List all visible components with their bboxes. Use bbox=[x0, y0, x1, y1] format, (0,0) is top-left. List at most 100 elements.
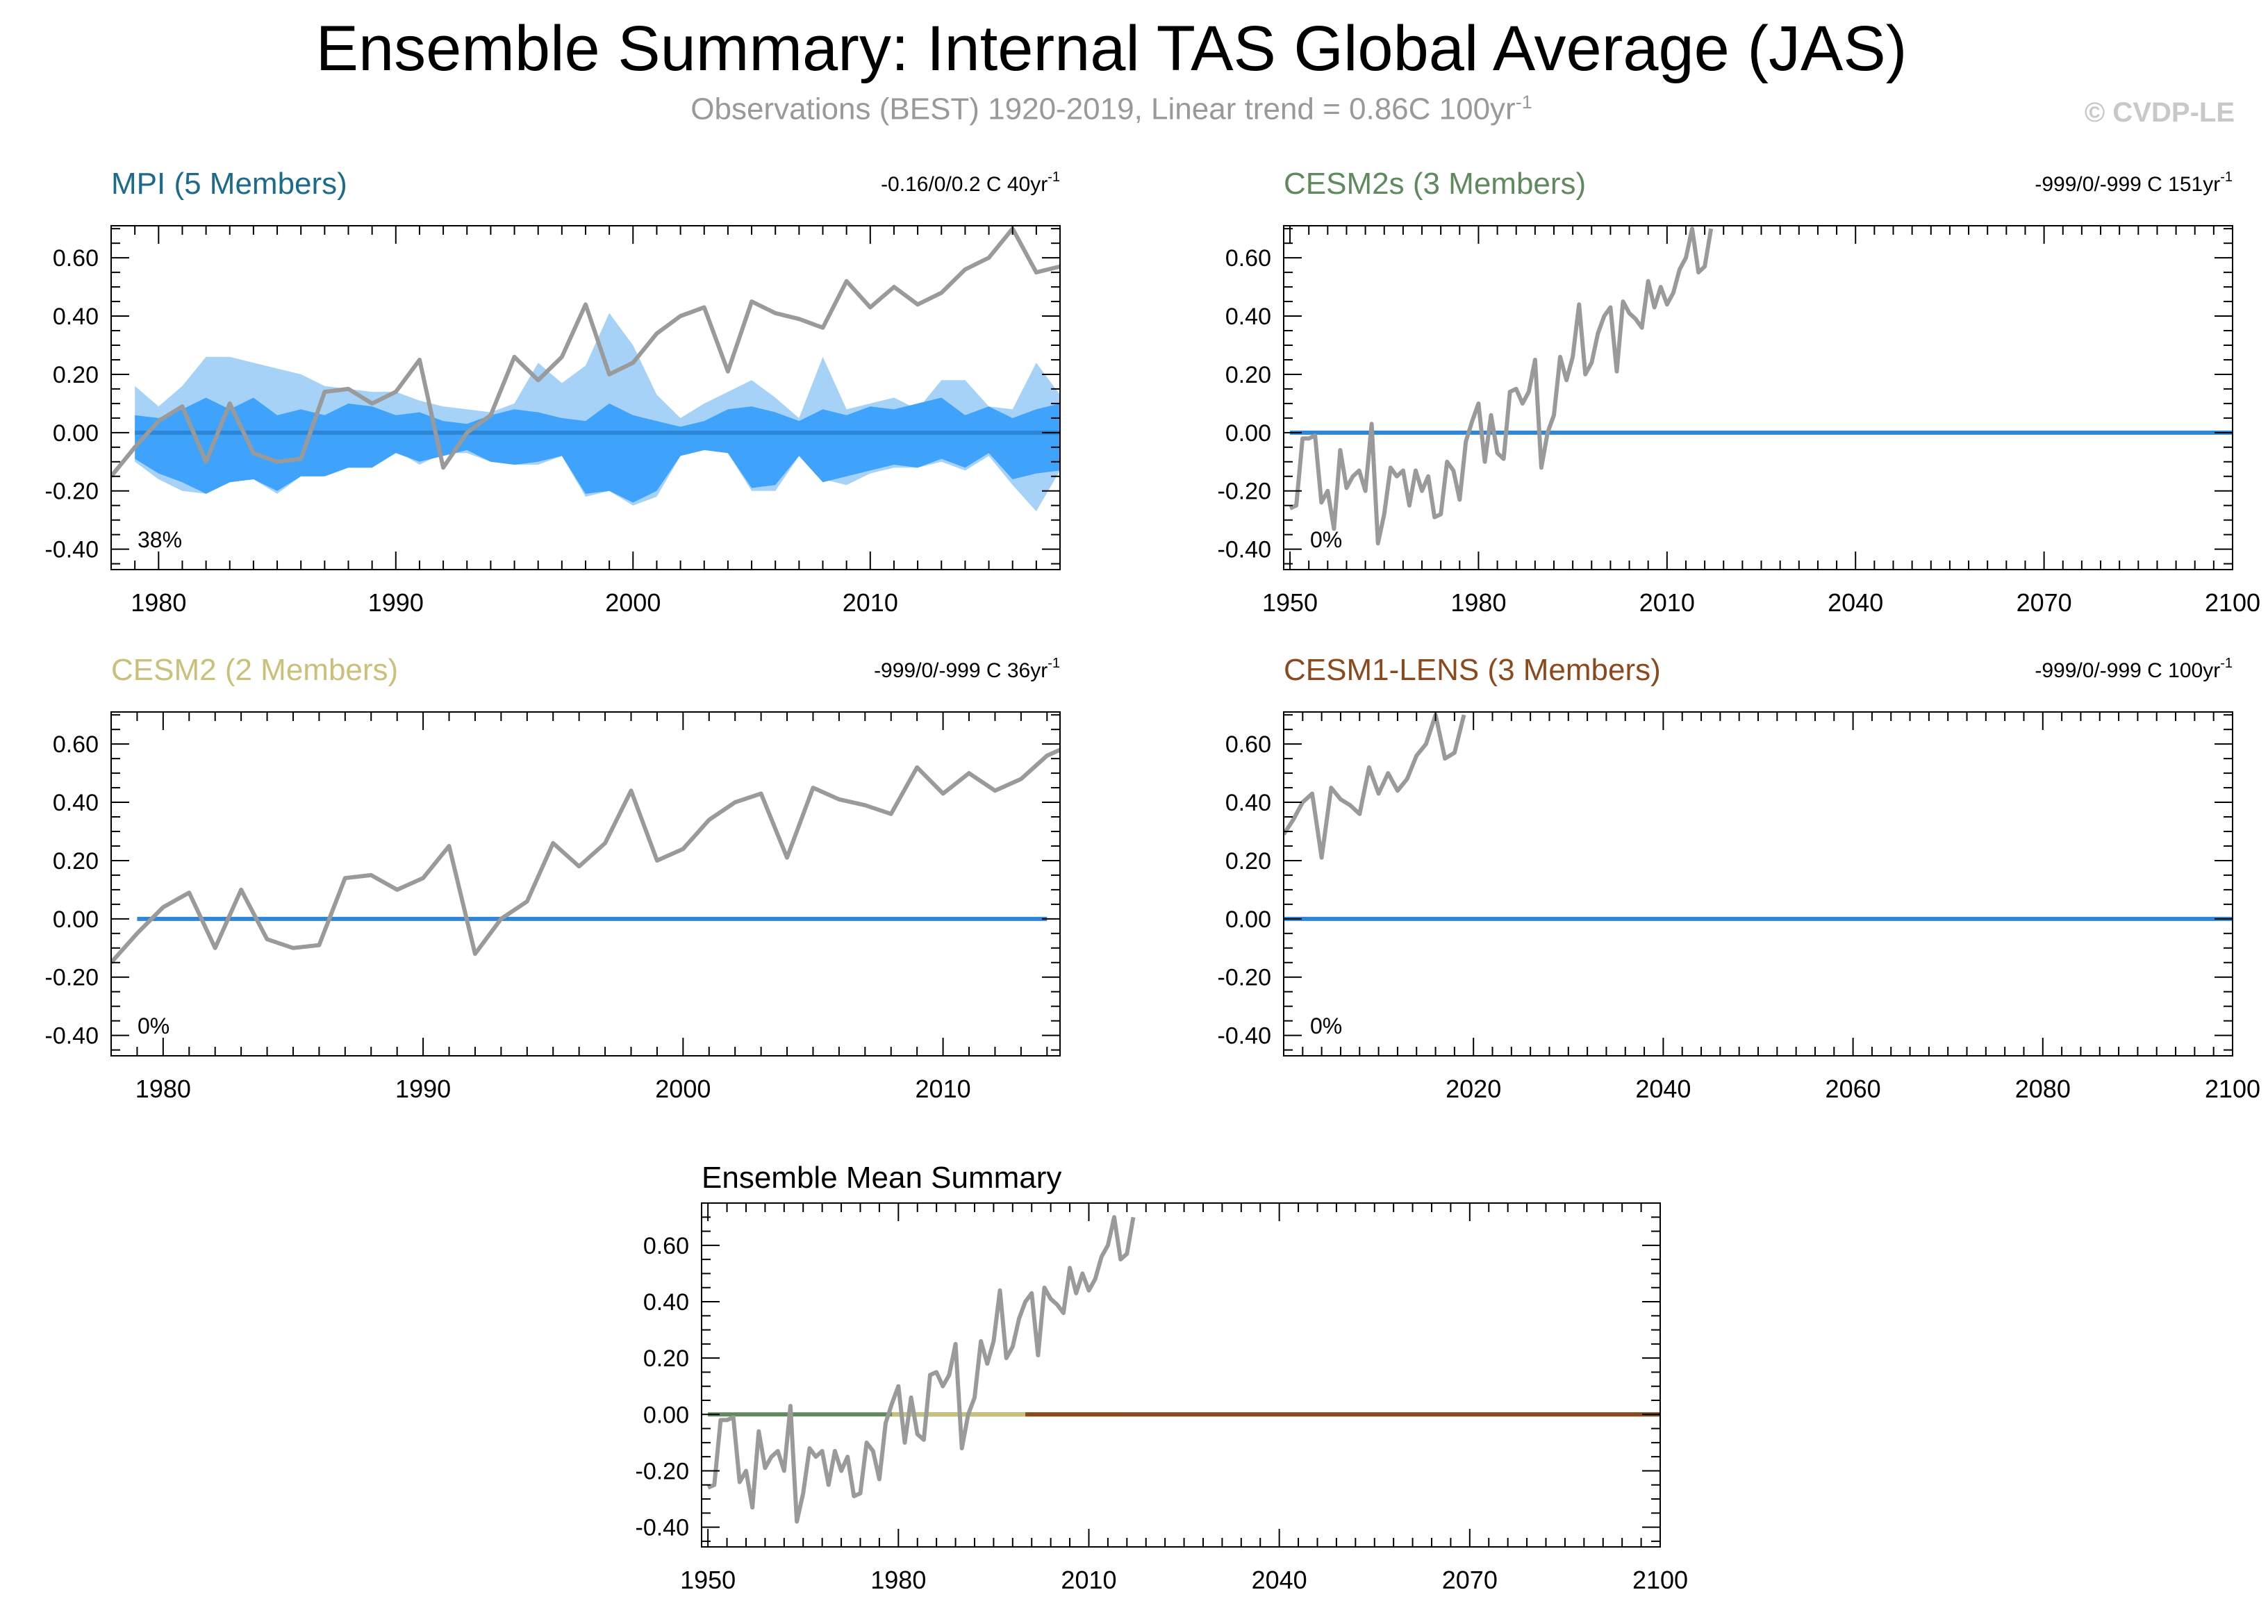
observations-line bbox=[1289, 226, 1714, 546]
percent-label: 38% bbox=[138, 527, 182, 552]
y-tick-label: -0.20 bbox=[45, 965, 99, 991]
x-tick-label: 2010 bbox=[1639, 588, 1695, 617]
x-axis: 2020 2040 2060 2080 2100 bbox=[1283, 712, 2260, 1103]
trend-label-text: -0.16/0/0.2 C 40yr bbox=[881, 173, 1048, 196]
y-tick-label: -0.20 bbox=[636, 1458, 690, 1484]
y-tick-label: -0.20 bbox=[1218, 479, 1272, 505]
plot-area bbox=[706, 1215, 1660, 1524]
y-tick-label: -0.20 bbox=[45, 479, 99, 505]
x-tick-label: 1950 bbox=[1262, 588, 1318, 617]
trend-label: -999/0/-999 C 36yr-1 bbox=[874, 656, 1060, 682]
y-tick-label: 0.40 bbox=[643, 1289, 689, 1316]
y-tick-label: 0.20 bbox=[643, 1345, 689, 1372]
y-tick-label: 0.00 bbox=[1225, 420, 1271, 447]
x-tick-label: 1980 bbox=[131, 588, 186, 617]
chart-cesm1: 2020 2040 2060 2080 2100 0.60 0.40 0.20 0.00 -0.2… bbox=[1218, 653, 2261, 1103]
trend-label-text: -999/0/-999 C 100yr bbox=[2035, 659, 2220, 682]
x-tick-label: 2010 bbox=[916, 1075, 971, 1103]
y-tick-label: -0.40 bbox=[1218, 1023, 1272, 1050]
y-tick-label: 0.20 bbox=[1225, 362, 1271, 388]
y-tick-label: 0.00 bbox=[53, 420, 99, 447]
plot-frame bbox=[1283, 225, 2233, 570]
y-tick-label: 0.60 bbox=[1225, 731, 1271, 758]
chart-ensemble_mean: 1950 1980 2010 2040 2070 2100 0.60 0.40 0.20 0.00… bbox=[636, 1161, 1689, 1594]
x-tick-label: 1990 bbox=[395, 1075, 451, 1103]
y-axis: 0.60 0.40 0.20 0.00 -0.20 -0.40 bbox=[45, 228, 1060, 565]
x-tick-label: 1980 bbox=[1450, 588, 1506, 617]
y-tick-label: 0.00 bbox=[1225, 906, 1271, 933]
x-axis: 1950 1980 2010 2040 2070 2100 bbox=[680, 1203, 1688, 1594]
plot-area bbox=[111, 226, 1060, 512]
plot-area bbox=[1289, 226, 2233, 546]
y-tick-label: 0.20 bbox=[53, 848, 99, 875]
x-tick-label: 2020 bbox=[1446, 1075, 1501, 1103]
x-tick-label: 2070 bbox=[1442, 1566, 1498, 1594]
x-tick-label: 1980 bbox=[870, 1566, 926, 1594]
plot-frame bbox=[1283, 711, 2233, 1057]
x-tick-label: 2010 bbox=[1061, 1566, 1116, 1594]
subtitle-text: Observations (BEST) 1920-2019, Linear tr… bbox=[690, 92, 1516, 126]
chart-mpi: 1980 1990 2000 2010 0.60 0.40 0.20 0.00 -0.20 -0.… bbox=[45, 167, 1061, 617]
y-tick-label: 0.00 bbox=[53, 906, 99, 933]
x-tick-label: 1990 bbox=[368, 588, 424, 617]
chart-title: Ensemble Mean Summary bbox=[702, 1161, 1061, 1195]
chart-cesm2s: 1950 1980 2010 2040 2070 2100 0.60 0.40 0.20 0.00… bbox=[1218, 167, 2261, 617]
x-tick-label: 2100 bbox=[1632, 1566, 1688, 1594]
x-axis: 1980 1990 2000 2010 bbox=[110, 226, 1061, 617]
y-tick-label: 0.60 bbox=[643, 1233, 689, 1259]
y-tick-label: 0.60 bbox=[1225, 245, 1271, 272]
y-tick-label: -0.40 bbox=[636, 1515, 690, 1541]
x-tick-label: 2040 bbox=[1828, 588, 1883, 617]
trend-label: -0.16/0/0.2 C 40yr-1 bbox=[881, 169, 1060, 196]
chart-title: MPI (5 Members) bbox=[111, 167, 347, 201]
y-axis: 0.60 0.40 0.20 0.00 -0.20 -0.40 bbox=[1218, 228, 2233, 565]
spread-inner-band bbox=[135, 397, 1060, 503]
x-tick-label: 1950 bbox=[680, 1566, 736, 1594]
x-tick-label: 1980 bbox=[135, 1075, 191, 1103]
x-tick-label: 2070 bbox=[2017, 588, 2072, 617]
figure-title: Ensemble Summary: Internal TAS Global Av… bbox=[315, 13, 1907, 84]
y-tick-label: 0.40 bbox=[53, 790, 99, 816]
observations-line bbox=[706, 1215, 1136, 1524]
credit-label: © CVDP-LE bbox=[2084, 97, 2235, 128]
x-axis: 1980 1990 2000 2010 bbox=[110, 712, 1048, 1103]
y-axis: 0.60 0.40 0.20 0.00 -0.20 -0.40 bbox=[45, 714, 1060, 1051]
percent-label: 0% bbox=[138, 1013, 169, 1038]
y-tick-label: -0.40 bbox=[45, 537, 99, 563]
plot-area bbox=[1284, 713, 2233, 921]
x-tick-label: 2000 bbox=[655, 1075, 711, 1103]
x-tick-label: 2080 bbox=[2015, 1075, 2071, 1103]
y-axis: 0.60 0.40 0.20 0.00 -0.20 -0.40 bbox=[636, 1202, 1660, 1542]
x-tick-label: 2100 bbox=[2205, 1075, 2260, 1103]
y-tick-label: 0.20 bbox=[1225, 848, 1271, 875]
figure-subtitle: Observations (BEST) 1920-2019, Linear tr… bbox=[0, 92, 2223, 127]
observations-line bbox=[1284, 713, 1466, 860]
x-tick-label: 2040 bbox=[1635, 1075, 1691, 1103]
trend-label-superscript: -1 bbox=[1048, 656, 1060, 671]
y-tick-label: 0.40 bbox=[1225, 304, 1271, 330]
y-tick-label: 0.00 bbox=[643, 1402, 689, 1428]
trend-label: -999/0/-999 C 151yr-1 bbox=[2035, 169, 2233, 196]
x-axis: 1950 1980 2010 2040 2070 2100 bbox=[1262, 226, 2260, 617]
x-tick-label: 2100 bbox=[2205, 588, 2260, 617]
y-tick-label: 0.60 bbox=[53, 731, 99, 758]
trend-label-text: -999/0/-999 C 151yr bbox=[2035, 173, 2220, 196]
subtitle-superscript: -1 bbox=[1515, 92, 1532, 113]
y-axis: 0.60 0.40 0.20 0.00 -0.20 -0.40 bbox=[1218, 714, 2233, 1051]
x-tick-label: 2060 bbox=[1826, 1075, 1881, 1103]
trend-label-superscript: -1 bbox=[1048, 169, 1060, 185]
x-tick-label: 2040 bbox=[1252, 1566, 1307, 1594]
plot-area bbox=[111, 747, 1060, 964]
observations-line bbox=[111, 747, 1060, 964]
trend-label: -999/0/-999 C 100yr-1 bbox=[2035, 656, 2233, 682]
trend-label-superscript: -1 bbox=[2220, 169, 2233, 185]
y-tick-label: -0.20 bbox=[1218, 965, 1272, 991]
plot-frame bbox=[701, 1202, 1661, 1548]
trend-label-superscript: -1 bbox=[2220, 656, 2233, 671]
chart-title: CESM2 (2 Members) bbox=[111, 653, 398, 687]
chart-title: CESM1-LENS (3 Members) bbox=[1284, 653, 1661, 687]
y-tick-label: 0.60 bbox=[53, 245, 99, 272]
plot-frame bbox=[110, 711, 1061, 1057]
x-tick-label: 2010 bbox=[843, 588, 898, 617]
